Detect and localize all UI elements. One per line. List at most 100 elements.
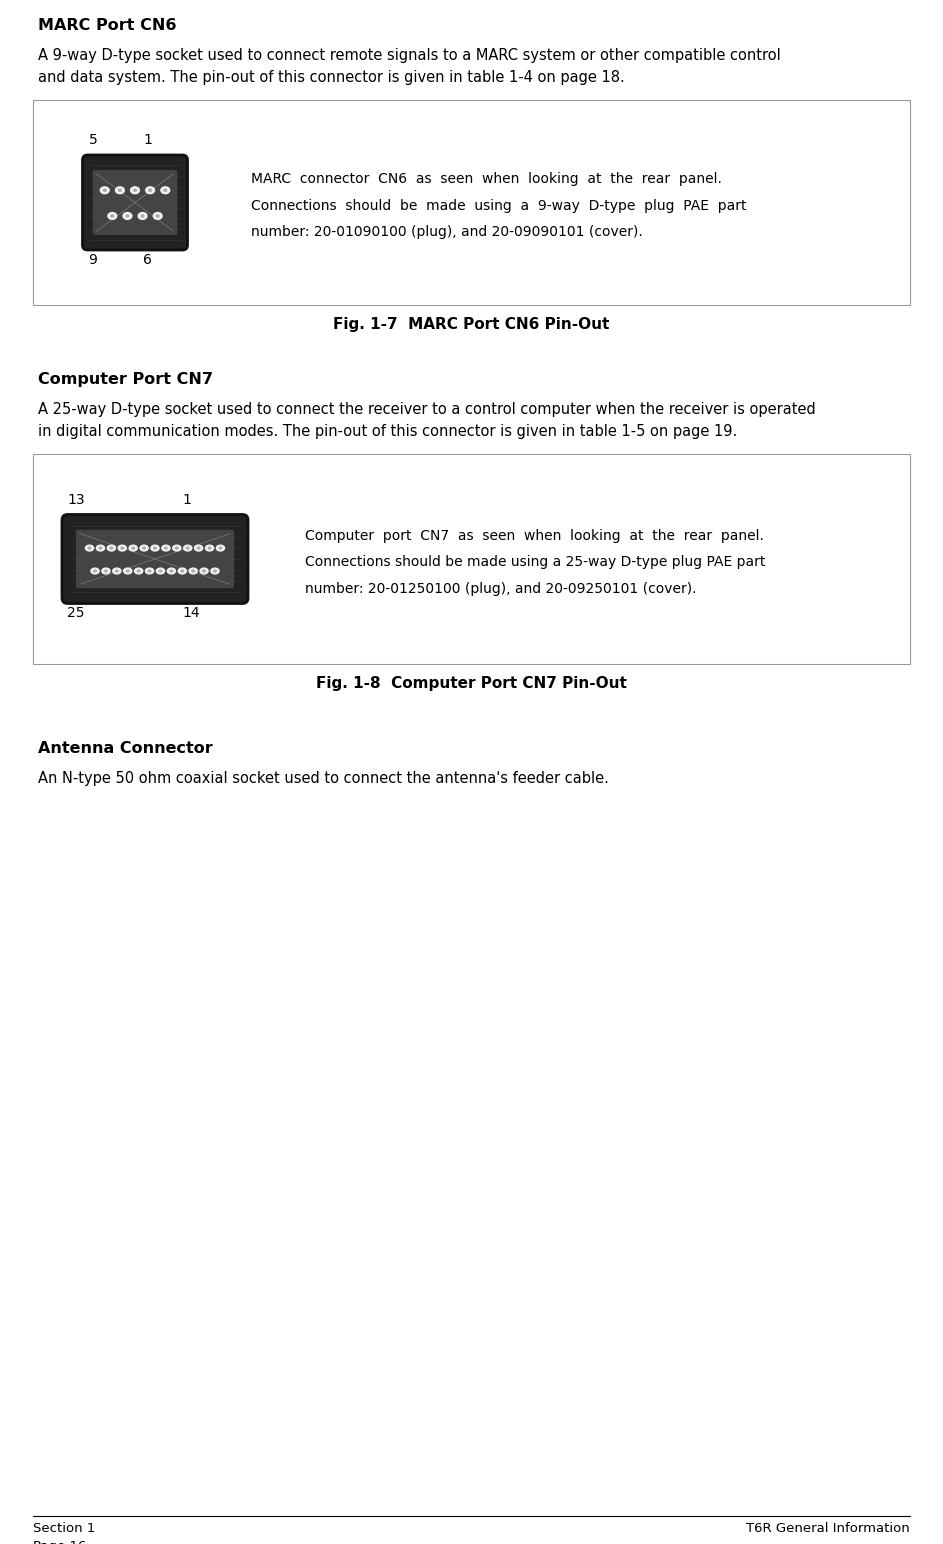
Ellipse shape <box>208 547 211 550</box>
Text: number: 20-01090100 (plug), and 20-09090101 (cover).: number: 20-01090100 (plug), and 20-09090… <box>251 225 643 239</box>
Ellipse shape <box>162 545 170 551</box>
Text: 5: 5 <box>89 133 97 147</box>
Ellipse shape <box>108 545 115 551</box>
Text: 9: 9 <box>89 253 97 267</box>
Ellipse shape <box>141 215 144 218</box>
Ellipse shape <box>138 570 140 571</box>
Text: 13: 13 <box>68 493 85 506</box>
Ellipse shape <box>161 187 170 193</box>
Ellipse shape <box>96 545 105 551</box>
Ellipse shape <box>219 547 222 550</box>
Ellipse shape <box>134 190 137 191</box>
Ellipse shape <box>113 568 121 574</box>
Ellipse shape <box>110 547 112 550</box>
Text: Antenna Connector: Antenna Connector <box>38 741 213 757</box>
Text: Connections should be made using a 25-way D-type plug PAE part: Connections should be made using a 25-wa… <box>305 556 766 570</box>
Ellipse shape <box>91 568 99 574</box>
Text: A 25-way D-type socket used to connect the receiver to a control computer when t: A 25-way D-type socket used to connect t… <box>38 401 816 417</box>
Ellipse shape <box>167 568 175 574</box>
FancyBboxPatch shape <box>76 530 234 588</box>
Ellipse shape <box>154 547 157 550</box>
Ellipse shape <box>126 215 129 218</box>
Text: Connections  should  be  made  using  a  9-way  D-type  plug  PAE  part: Connections should be made using a 9-way… <box>251 199 747 213</box>
Ellipse shape <box>149 190 152 191</box>
Text: Section 1: Section 1 <box>33 1522 95 1535</box>
Text: A 9-way D-type socket used to connect remote signals to a MARC system or other c: A 9-way D-type socket used to connect re… <box>38 48 781 63</box>
Text: 6: 6 <box>143 253 152 267</box>
Ellipse shape <box>104 190 106 191</box>
Text: Computer Port CN7: Computer Port CN7 <box>38 372 213 388</box>
Ellipse shape <box>115 187 124 193</box>
Ellipse shape <box>145 568 154 574</box>
Text: 1: 1 <box>143 133 152 147</box>
Ellipse shape <box>192 570 194 571</box>
Ellipse shape <box>130 187 140 193</box>
Ellipse shape <box>116 570 118 571</box>
Ellipse shape <box>118 545 126 551</box>
Ellipse shape <box>206 545 214 551</box>
Ellipse shape <box>197 547 200 550</box>
Ellipse shape <box>170 570 173 571</box>
Ellipse shape <box>184 545 191 551</box>
Ellipse shape <box>151 545 159 551</box>
Ellipse shape <box>203 570 206 571</box>
Ellipse shape <box>111 215 113 218</box>
Ellipse shape <box>123 213 132 219</box>
Text: MARC Port CN6: MARC Port CN6 <box>38 19 176 32</box>
Ellipse shape <box>119 190 122 191</box>
FancyBboxPatch shape <box>62 514 248 604</box>
Bar <box>33 454 910 664</box>
Ellipse shape <box>124 568 132 574</box>
Ellipse shape <box>178 568 187 574</box>
Text: in digital communication modes. The pin-out of this connector is given in table : in digital communication modes. The pin-… <box>38 425 737 438</box>
Ellipse shape <box>105 570 108 571</box>
Text: Page 16: Page 16 <box>33 1539 87 1544</box>
Ellipse shape <box>173 545 181 551</box>
Ellipse shape <box>187 547 189 550</box>
Ellipse shape <box>181 570 184 571</box>
Ellipse shape <box>142 547 145 550</box>
Ellipse shape <box>157 215 159 218</box>
Ellipse shape <box>93 570 96 571</box>
Text: An N-type 50 ohm coaxial socket used to connect the antenna's feeder cable.: An N-type 50 ohm coaxial socket used to … <box>38 770 609 786</box>
Text: 14: 14 <box>182 605 200 621</box>
Ellipse shape <box>164 190 167 191</box>
Ellipse shape <box>159 570 161 571</box>
Ellipse shape <box>200 568 208 574</box>
FancyBboxPatch shape <box>92 170 177 235</box>
Ellipse shape <box>89 547 91 550</box>
Text: and data system. The pin-out of this connector is given in table 1-4 on page 18.: and data system. The pin-out of this con… <box>38 69 625 85</box>
Ellipse shape <box>86 545 93 551</box>
Ellipse shape <box>146 187 155 193</box>
Ellipse shape <box>157 568 165 574</box>
Ellipse shape <box>121 547 124 550</box>
Text: MARC  connector  CN6  as  seen  when  looking  at  the  rear  panel.: MARC connector CN6 as seen when looking … <box>251 173 722 187</box>
Text: 1: 1 <box>182 493 190 506</box>
Ellipse shape <box>129 545 138 551</box>
Ellipse shape <box>211 568 219 574</box>
Ellipse shape <box>102 568 110 574</box>
Ellipse shape <box>140 545 148 551</box>
Ellipse shape <box>194 545 203 551</box>
Ellipse shape <box>132 547 135 550</box>
Ellipse shape <box>165 547 167 550</box>
Ellipse shape <box>126 570 129 571</box>
Ellipse shape <box>148 570 151 571</box>
Bar <box>33 100 910 306</box>
Ellipse shape <box>175 547 178 550</box>
Text: Computer  port  CN7  as  seen  when  looking  at  the  rear  panel.: Computer port CN7 as seen when looking a… <box>305 530 764 543</box>
FancyBboxPatch shape <box>82 154 188 250</box>
Ellipse shape <box>135 568 142 574</box>
Text: Fig. 1-8  Computer Port CN7 Pin-Out: Fig. 1-8 Computer Port CN7 Pin-Out <box>316 676 627 692</box>
Ellipse shape <box>216 545 224 551</box>
Ellipse shape <box>99 547 102 550</box>
Ellipse shape <box>190 568 197 574</box>
Text: T6R General Information: T6R General Information <box>746 1522 910 1535</box>
Text: Fig. 1-7  MARC Port CN6 Pin-Out: Fig. 1-7 MARC Port CN6 Pin-Out <box>333 317 610 332</box>
Ellipse shape <box>154 213 162 219</box>
Text: number: 20-01250100 (plug), and 20-09250101 (cover).: number: 20-01250100 (plug), and 20-09250… <box>305 582 697 596</box>
Ellipse shape <box>100 187 109 193</box>
Ellipse shape <box>108 213 117 219</box>
Text: 25: 25 <box>68 605 85 621</box>
Ellipse shape <box>139 213 147 219</box>
